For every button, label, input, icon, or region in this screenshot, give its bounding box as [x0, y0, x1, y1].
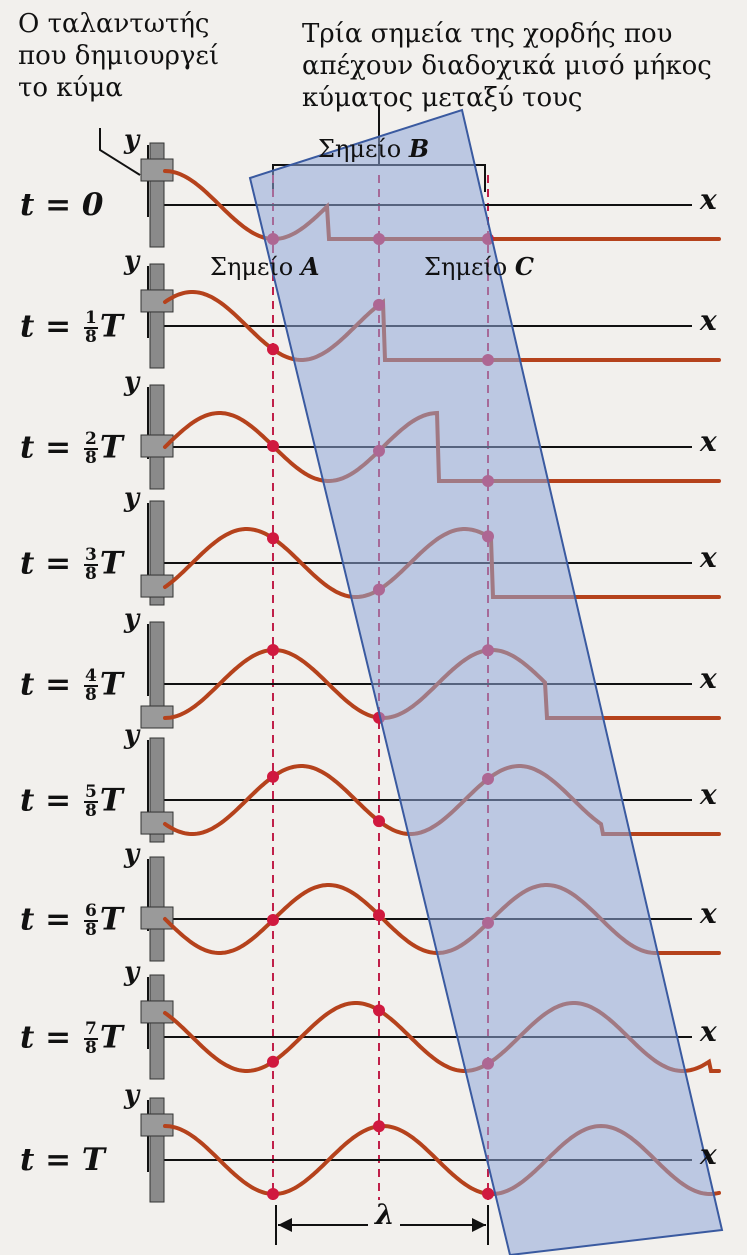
- oscillator-clamp-row-1: [140, 289, 174, 313]
- marker-point-a-row-6: [267, 914, 279, 926]
- caption-oscillator: Ο ταλαντωτής που δημιουργεί το κύμα: [18, 9, 220, 103]
- marker-point-b-row-6: [373, 909, 385, 922]
- y-axis-label-row-7: y: [124, 957, 140, 987]
- time-label-row-0: t = 0: [20, 189, 103, 221]
- time-label-suffix: T: [81, 1142, 105, 1178]
- time-label-prefix: t =: [20, 187, 82, 223]
- time-label-suffix: T: [99, 901, 123, 938]
- oscillator-clamp-row-5: [140, 811, 174, 835]
- x-axis-label-row-5: x: [700, 778, 717, 811]
- marker-point-a-row-2: [267, 440, 279, 452]
- marker-point-a-row-5: [267, 770, 279, 783]
- label-point-a: Σημείο A: [210, 252, 320, 281]
- y-axis-label-row-1: y: [124, 246, 140, 276]
- caption-three-points: Τρία σημεία της χορδής που απέχουν διαδο…: [302, 19, 712, 113]
- oscillator-clamp-row-2: [140, 434, 174, 458]
- x-axis-label-row-2: x: [700, 425, 717, 458]
- label-point-b: Σημείο B: [318, 134, 430, 163]
- x-axis-label-row-1: x: [700, 304, 717, 337]
- marker-point-b-row-5: [373, 815, 385, 828]
- time-label-suffix: T: [99, 308, 123, 345]
- time-label-prefix: t =: [20, 1019, 82, 1056]
- oscillator-clamp-row-3: [140, 574, 174, 598]
- time-label-row-8: t = T: [20, 1144, 105, 1176]
- time-label-suffix: T: [99, 1019, 123, 1056]
- time-label-suffix: T: [99, 545, 123, 582]
- oscillator-leader: [99, 128, 141, 176]
- x-axis-label-row-0: x: [700, 183, 717, 216]
- marker-point-a-row-3: [267, 532, 279, 545]
- highlight-band: [248, 108, 724, 1255]
- x-axis-label-row-6: x: [700, 897, 717, 930]
- y-axis-label-row-2: y: [124, 367, 140, 397]
- time-label-prefix: t =: [20, 545, 82, 582]
- y-axis-label-row-5: y: [124, 720, 140, 750]
- time-label-suffix: T: [99, 782, 123, 819]
- time-label-suffix: 0: [81, 187, 104, 223]
- y-axis-label-row-0: y: [124, 125, 140, 155]
- marker-point-c-row-8: [482, 1187, 494, 1200]
- wavelength-label: λ: [375, 1198, 395, 1231]
- marker-point-b-row-7: [373, 1004, 385, 1017]
- time-label-prefix: t =: [20, 782, 82, 819]
- y-axis-label-row-3: y: [124, 483, 140, 513]
- x-axis-label-row-8: x: [700, 1138, 717, 1171]
- wavelength-arrowhead-left: [278, 1218, 292, 1232]
- oscillator-clamp-row-7: [140, 1000, 174, 1024]
- x-axis-label-row-7: x: [700, 1015, 717, 1048]
- x-axis-label-row-4: x: [700, 662, 717, 695]
- marker-point-a-row-7: [267, 1055, 279, 1068]
- oscillator-rod-row-1: [149, 263, 165, 369]
- time-label-prefix: t =: [20, 901, 82, 938]
- time-label-suffix: T: [99, 429, 123, 466]
- time-label-prefix: t =: [20, 429, 82, 466]
- y-axis-label-row-6: y: [124, 839, 140, 869]
- y-axis-label-row-4: y: [124, 604, 140, 634]
- time-label-prefix: t =: [20, 1142, 82, 1178]
- oscillator-clamp-row-6: [140, 906, 174, 930]
- time-label-prefix: t =: [20, 308, 82, 345]
- y-axis-label-row-8: y: [124, 1080, 140, 1110]
- marker-point-a-row-8: [267, 1188, 279, 1200]
- marker-point-a-row-1: [267, 343, 279, 356]
- label-point-c: Σημείο C: [424, 252, 534, 281]
- wavelength-arrowhead-right: [472, 1218, 486, 1232]
- marker-point-b-row-8: [373, 1120, 385, 1133]
- time-label-prefix: t =: [20, 666, 82, 703]
- time-label-suffix: T: [99, 666, 123, 703]
- x-axis-label-row-3: x: [700, 541, 717, 574]
- oscillator-rod-row-7: [149, 974, 165, 1080]
- marker-point-a-row-4: [267, 644, 279, 656]
